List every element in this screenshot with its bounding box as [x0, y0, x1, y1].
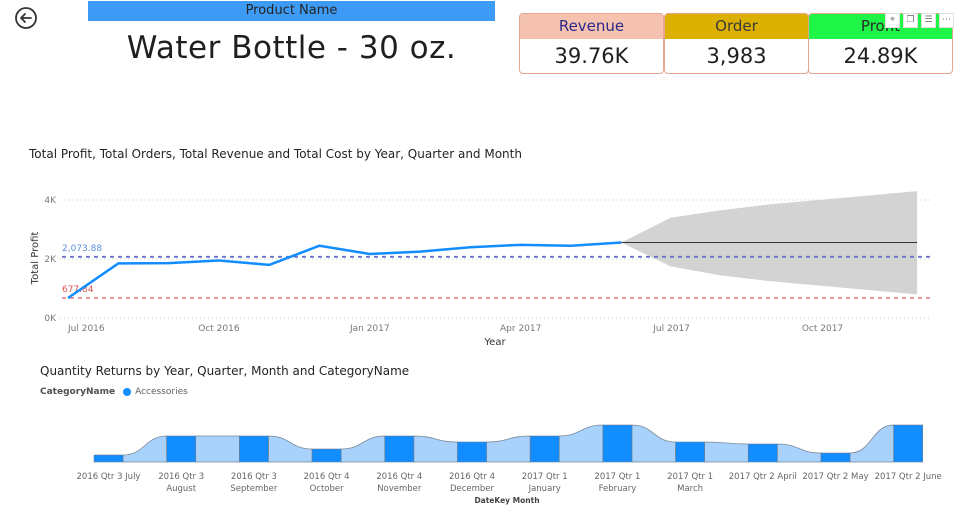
x-category-label: 2016 Qtr 3 July	[77, 472, 141, 482]
x-category-label: January	[528, 484, 561, 494]
kpi-value-profit: 24.89K	[843, 44, 918, 68]
visual-header-toolbar: ⌖ ❐ ☰ ⋯	[885, 13, 954, 28]
x-category-label: 2017 Qtr 1	[667, 472, 713, 482]
ribbon-bar	[457, 441, 487, 463]
ribbon-connector	[268, 435, 313, 463]
ribbon-bar	[675, 441, 705, 463]
x-tick-label: Jul 2017	[652, 324, 690, 334]
x-category-label: 2017 Qtr 2 May	[802, 472, 868, 482]
x-category-label: 2017 Qtr 2 June	[875, 472, 942, 482]
ribbon-connector	[486, 435, 531, 463]
legend-label-accessories[interactable]: Accessories	[135, 387, 188, 397]
x-category-label: December	[450, 484, 495, 494]
kpi-value-order: 3,983	[706, 44, 767, 68]
kpi-card-profit[interactable]: Profit 24.89K	[808, 13, 953, 74]
x-category-label: 2016 Qtr 4	[449, 472, 495, 482]
y-tick-label: 0K	[44, 314, 57, 324]
more-options-icon[interactable]: ⋯	[939, 13, 954, 28]
x-tick-label: Oct 2016	[198, 324, 240, 334]
y-tick-label: 2K	[44, 255, 57, 265]
ribbon-connector	[413, 435, 458, 463]
line-chart-title: Total Profit, Total Orders, Total Revenu…	[29, 147, 522, 161]
ribbon-connector	[122, 435, 168, 463]
x-axis-label: Year	[483, 337, 506, 348]
x-category-label: October	[310, 484, 345, 494]
ribbon-connector	[195, 435, 240, 463]
x-tick-label: Apr 2017	[500, 324, 541, 334]
legend-marker-accessories	[123, 388, 132, 396]
kpi-card-revenue[interactable]: Revenue 39.76K	[519, 13, 664, 74]
quantity-returns-ribbon-chart[interactable]: 2016 Qtr 3 July 2016 Qtr 3 August 2016 Qtr …	[0, 405, 960, 512]
kpi-label-revenue: Revenue	[520, 14, 663, 39]
x-category-label: 2017 Qtr 2 April	[729, 472, 797, 482]
legend-title: CategoryName	[40, 387, 116, 397]
pin-icon[interactable]: ⌖	[885, 13, 900, 28]
ribbon-bar	[747, 443, 778, 463]
ribbon-bar	[820, 452, 851, 463]
y-axis-label: Total Profit	[30, 232, 41, 286]
x-category-label: March	[677, 484, 703, 494]
x-tick-label: Jul 2016	[67, 324, 105, 334]
ribbon-connector	[558, 424, 604, 463]
x-category-label: 2017 Qtr 1	[522, 472, 568, 482]
back-arrow-circle-icon	[15, 7, 37, 29]
kpi-value-revenue: 39.76K	[554, 44, 629, 68]
profit-series-line	[67, 241, 622, 300]
ribbon-bar	[311, 448, 342, 463]
copy-icon[interactable]: ❐	[903, 13, 918, 28]
x-category-label: 2017 Qtr 1	[594, 472, 640, 482]
ribbon-bar	[239, 435, 269, 463]
ribbon-bar	[529, 435, 560, 463]
ribbon-connector	[631, 424, 676, 463]
ribbon-bar	[384, 435, 415, 463]
ribbon-bar	[166, 435, 196, 463]
kpi-card-order[interactable]: Order 3,983	[664, 13, 809, 74]
ribbon-connector	[340, 435, 386, 463]
product-name-header: Product Name	[88, 1, 495, 21]
x-tick-label: Oct 2017	[802, 324, 843, 334]
ribbon-connector	[704, 441, 749, 463]
ribbon-bar	[893, 424, 924, 463]
x-category-label: 2016 Qtr 4	[304, 472, 350, 482]
x-category-label: February	[599, 484, 637, 494]
ribbon-bar	[93, 454, 124, 463]
reference-line-label: 2,073.88	[62, 244, 102, 254]
x-tick-label: Jan 2017	[349, 324, 390, 334]
ribbon-connector	[776, 443, 822, 463]
x-category-label: August	[166, 484, 196, 494]
x-category-label: September	[230, 484, 277, 494]
x-category-label: November	[377, 484, 422, 494]
ribbon-legend: CategoryName Accessories	[40, 387, 188, 397]
product-name-title: Water Bottle - 30 oz.	[126, 30, 457, 66]
back-button[interactable]	[14, 6, 38, 30]
x-category-label: 2016 Qtr 3	[231, 472, 277, 482]
x-category-label: 2016 Qtr 3	[158, 472, 204, 482]
ribbon-connector	[849, 424, 895, 463]
kpi-label-order: Order	[665, 14, 808, 39]
filter-icon[interactable]: ☰	[921, 13, 936, 28]
ribbon-chart-title: Quantity Returns by Year, Quarter, Month…	[40, 364, 410, 378]
x-axis-label: DateKey Month	[474, 496, 539, 505]
x-category-label: 2016 Qtr 4	[376, 472, 422, 482]
y-tick-label: 4K	[44, 196, 57, 206]
ribbon-bar	[602, 424, 633, 463]
